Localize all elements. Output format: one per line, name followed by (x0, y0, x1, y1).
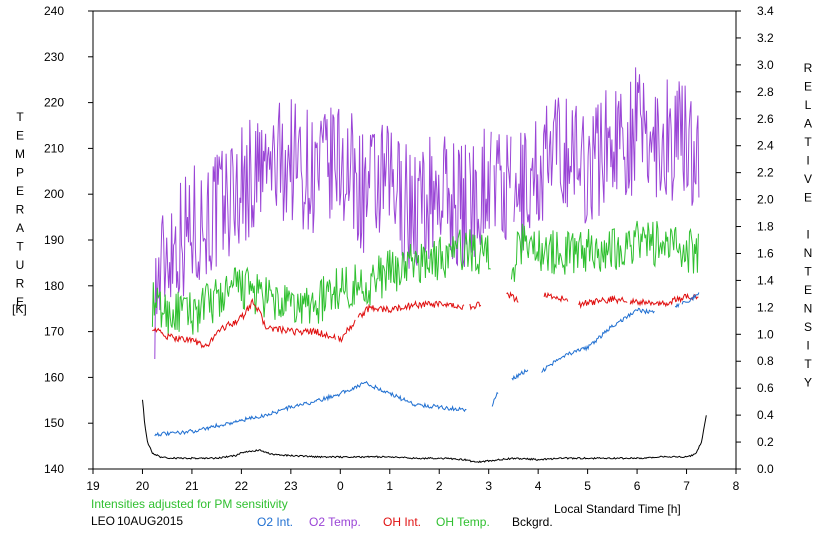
right-y-axis-letter: E (804, 283, 812, 297)
right-y-axis-letter: A (804, 117, 812, 131)
y-right-tick-label: 2.6 (757, 112, 774, 126)
y-right-tick-label: 0.6 (757, 381, 774, 395)
y-right-tick-label: 1.2 (757, 300, 774, 314)
sensitivity-note: Intensities adjusted for PM sensitivity (91, 497, 288, 511)
y-right-tick-label: 1.4 (757, 273, 774, 287)
left-y-axis-letter: M (15, 147, 25, 161)
y-right-tick-label: 2.2 (757, 166, 774, 180)
right-y-axis-letter: I (806, 154, 809, 168)
x-axis-label: Local Standard Time [h] (554, 502, 681, 516)
right-y-axis-letter: N (804, 246, 813, 260)
legend-o2-temp: O2 Temp. (309, 515, 361, 529)
y-right-tick-label: 1.0 (757, 327, 774, 341)
right-y-axis-letter: I (806, 339, 809, 353)
right-y-axis-letter: E (804, 191, 812, 205)
left-y-axis-letter: P (16, 166, 24, 180)
x-tick-label: 21 (185, 479, 199, 493)
left-y-axis-letter: R (16, 203, 25, 217)
y-left-tick-label: 140 (44, 462, 64, 476)
legend-bckgrd: Bckgrd. (512, 515, 553, 529)
y-right-tick-label: 0.8 (757, 354, 774, 368)
y-right-tick-label: 2.8 (757, 85, 774, 99)
y-right-tick-label: 0.4 (757, 408, 774, 422)
series-o2-int-line (154, 292, 700, 437)
left-y-axis-letter: T (16, 240, 24, 254)
left-y-axis-letter: U (16, 258, 25, 272)
left-y-axis-letter: E (16, 295, 24, 309)
y-left-tick-label: 220 (44, 96, 64, 110)
x-tick-label: 0 (337, 479, 344, 493)
legend-oh-temp: OH Temp. (436, 515, 490, 529)
x-axis: 19 20 21 22 23 0 1 2 3 4 5 6 7 8 (86, 469, 740, 493)
series-bckgrd-line (142, 399, 707, 464)
right-y-axis-letter: T (804, 357, 812, 371)
right-y-axis-letter: I (806, 228, 809, 242)
y-right-tick-label: 3.4 (757, 4, 774, 18)
y-right-tick-label: 0.2 (757, 435, 774, 449)
series-o2-temp-line (154, 67, 700, 360)
x-tick-label: 19 (86, 479, 100, 493)
x-tick-label: 20 (136, 479, 150, 493)
y-left-tick-label: 200 (44, 187, 64, 201)
right-y-axis-letter: T (804, 135, 812, 149)
right-y-axis: 0.0 0.2 0.4 0.6 0.8 1.0 1.2 1.4 1.6 1.8 2.0 2.2 2.4 2… (736, 4, 774, 476)
right-y-axis-letter: L (805, 98, 812, 112)
right-y-axis-letter: N (804, 302, 813, 316)
left-y-axis-letter: R (16, 277, 25, 291)
right-y-axis-letter: E (804, 80, 812, 94)
y-left-tick-label: 170 (44, 325, 64, 339)
left-y-axis-letter: A (16, 221, 24, 235)
y-left-tick-label: 180 (44, 279, 64, 293)
x-tick-label: 3 (485, 479, 492, 493)
y-right-tick-label: 3.2 (757, 31, 774, 45)
x-tick-label: 2 (436, 479, 443, 493)
x-tick-label: 22 (235, 479, 249, 493)
left-y-axis-letter: E (16, 184, 24, 198)
x-tick-label: 5 (584, 479, 591, 493)
x-tick-label: 7 (683, 479, 690, 493)
left-y-axis-unit: [K] (12, 302, 27, 316)
y-left-tick-label: 210 (44, 141, 64, 155)
station-label: LEO (91, 514, 115, 528)
left-y-axis: 140 150 160 170 180 190 200 210 220 230 240 (44, 4, 93, 476)
y-left-tick-label: 150 (44, 416, 64, 430)
right-y-axis-letter: V (804, 172, 812, 186)
right-y-axis-letter: S (804, 320, 812, 334)
x-tick-label: 23 (284, 479, 298, 493)
y-left-tick-label: 160 (44, 370, 64, 384)
x-tick-label: 6 (634, 479, 641, 493)
plot-series (142, 67, 707, 464)
x-tick-label: 1 (386, 479, 393, 493)
y-right-tick-label: 1.8 (757, 220, 774, 234)
right-y-axis-letter: R (804, 61, 813, 75)
left-y-axis-letter: E (16, 129, 24, 143)
y-right-tick-label: 2.0 (757, 193, 774, 207)
y-left-tick-label: 190 (44, 233, 64, 247)
y-right-tick-label: 2.4 (757, 139, 774, 153)
y-left-tick-label: 230 (44, 50, 64, 64)
right-y-axis-letter: T (804, 265, 812, 279)
right-y-axis-letter: Y (804, 376, 812, 390)
series-oh-temp-line (151, 220, 699, 336)
y-right-tick-label: 3.0 (757, 58, 774, 72)
y-right-tick-label: 1.6 (757, 246, 774, 260)
series-oh-int-line (152, 291, 699, 349)
y-right-tick-label: 0.0 (757, 462, 774, 476)
x-tick-label: 8 (733, 479, 740, 493)
legend-o2-int: O2 Int. (257, 515, 293, 529)
date-label: 10AUG2015 (117, 514, 183, 528)
left-y-axis-letter: T (16, 110, 24, 124)
y-left-tick-label: 240 (44, 4, 64, 18)
legend-oh-int: OH Int. (383, 515, 421, 529)
x-tick-label: 4 (535, 479, 542, 493)
